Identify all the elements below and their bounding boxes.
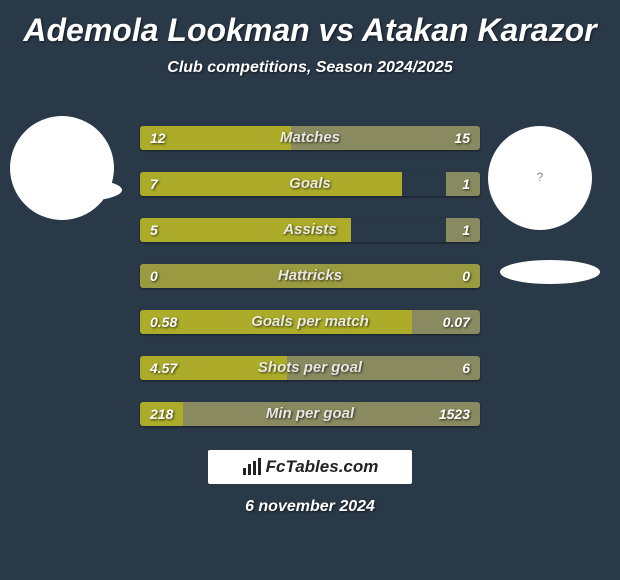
page-title: Ademola Lookman vs Atakan Karazor xyxy=(0,0,620,49)
stat-row: Shots per goal4.576 xyxy=(140,356,480,380)
stat-bar-left xyxy=(140,126,291,150)
stat-bar-right xyxy=(287,356,480,380)
stat-bar-right xyxy=(291,126,480,150)
date-label: 6 november 2024 xyxy=(0,498,620,516)
stat-bar-right xyxy=(446,218,480,242)
player-left-shadow xyxy=(22,178,122,202)
avatar-placeholder-icon: ? xyxy=(532,170,548,186)
stat-bar-right xyxy=(446,172,480,196)
player-right-avatar: ? xyxy=(488,126,592,230)
stat-bar-left xyxy=(140,402,183,426)
stat-bar-left xyxy=(140,172,402,196)
stat-row: Min per goal2181523 xyxy=(140,402,480,426)
stat-bar-right xyxy=(310,264,480,288)
stat-bar-left xyxy=(140,310,412,334)
infographic-container: Ademola Lookman vs Atakan Karazor Club c… xyxy=(0,0,620,580)
stat-row: Assists51 xyxy=(140,218,480,242)
stat-bars: Matches1215 Goals71 Assists51 Hattricks00 Go… xyxy=(140,126,480,448)
stat-bar-right xyxy=(412,310,480,334)
player-right-shadow xyxy=(500,260,600,284)
chart-icon xyxy=(242,458,262,476)
stat-row: Hattricks00 xyxy=(140,264,480,288)
stat-row: Matches1215 xyxy=(140,126,480,150)
stat-bar-left xyxy=(140,356,287,380)
logo-text: FcTables.com xyxy=(266,457,379,477)
stat-row: Goals71 xyxy=(140,172,480,196)
stat-bar-left xyxy=(140,218,351,242)
player-left-avatar xyxy=(10,116,114,220)
stat-bar-left xyxy=(140,264,310,288)
subtitle: Club competitions, Season 2024/2025 xyxy=(0,59,620,77)
stat-bar-right xyxy=(183,402,481,426)
fctables-logo: FcTables.com xyxy=(208,450,412,484)
stat-row: Goals per match0.580.07 xyxy=(140,310,480,334)
